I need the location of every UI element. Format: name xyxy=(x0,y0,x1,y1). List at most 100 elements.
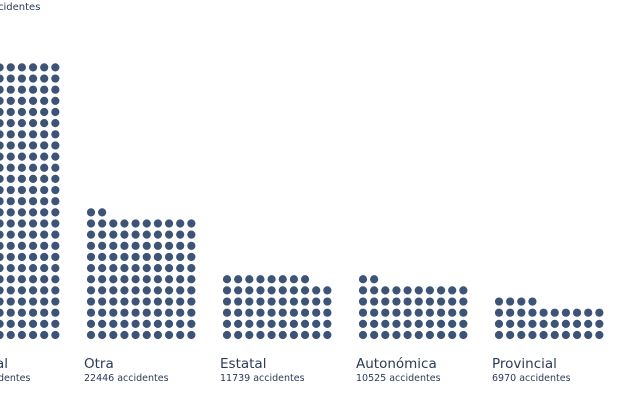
waffle-dot xyxy=(17,297,26,306)
waffle-dot xyxy=(392,308,401,317)
waffle-dot xyxy=(28,141,38,150)
waffle-dot xyxy=(267,330,276,340)
waffle-dot xyxy=(0,264,4,273)
waffle-dot xyxy=(0,241,4,250)
waffle-dot xyxy=(28,219,38,228)
waffle-dot xyxy=(51,85,60,94)
waffle-dot xyxy=(86,308,96,317)
waffle-dot xyxy=(0,330,4,340)
waffle-dot xyxy=(358,286,368,295)
waffle-dot xyxy=(278,286,287,295)
waffle-dot xyxy=(28,286,38,295)
waffle-dot xyxy=(312,286,321,295)
waffle-dot xyxy=(6,163,15,172)
waffle-dot xyxy=(51,308,60,317)
waffle-dot xyxy=(98,275,107,284)
waffle-dot xyxy=(234,286,243,295)
waffle-dot xyxy=(17,130,26,139)
waffle-dot xyxy=(370,319,379,328)
waffle-dot xyxy=(40,275,49,284)
waffle-dot xyxy=(28,230,38,239)
waffle-dot xyxy=(6,96,15,105)
waffle-dot xyxy=(245,330,254,340)
waffle-dot xyxy=(528,308,537,317)
waffle-dot xyxy=(17,174,26,183)
waffle-dot xyxy=(425,330,434,340)
waffle-dot xyxy=(40,241,49,250)
waffle-dot xyxy=(98,264,107,273)
waffle-dot xyxy=(0,185,4,195)
waffle-dot xyxy=(176,230,185,239)
waffle-dot xyxy=(0,297,4,306)
waffle-dot xyxy=(289,275,298,284)
waffle-dot xyxy=(459,330,468,340)
waffle-dot xyxy=(517,319,526,328)
waffle-dot xyxy=(120,275,129,284)
waffle-dot xyxy=(109,219,118,228)
waffle-dot xyxy=(40,74,49,83)
waffle-dot xyxy=(459,319,468,328)
waffle-dot xyxy=(584,308,593,317)
waffle-dot xyxy=(278,275,287,284)
waffle-dot xyxy=(176,308,185,317)
waffle-dot xyxy=(222,297,232,306)
waffle-dot xyxy=(381,330,390,340)
waffle-dot xyxy=(120,230,129,239)
waffle-dot xyxy=(142,230,151,239)
waffle-dot xyxy=(28,163,38,172)
waffle-dot xyxy=(256,308,265,317)
waffle-dot xyxy=(6,230,15,239)
waffle-dot xyxy=(51,107,60,117)
waffle-dot xyxy=(517,297,526,306)
waffle-dot xyxy=(517,308,526,317)
category-label: Otra xyxy=(84,356,114,372)
waffle-dot xyxy=(381,297,390,306)
waffle-dot xyxy=(300,286,310,295)
waffle-dot xyxy=(528,297,537,306)
waffle-dot xyxy=(40,185,49,195)
waffle-dot xyxy=(0,219,4,228)
waffle-dot xyxy=(131,252,140,262)
waffle-dot xyxy=(176,219,185,228)
waffle-dot xyxy=(0,63,4,72)
waffle-dot xyxy=(6,286,15,295)
waffle-dot xyxy=(6,297,15,306)
waffle-dot xyxy=(17,308,26,317)
waffle-dot xyxy=(28,308,38,317)
waffle-dot xyxy=(256,319,265,328)
waffle-dot xyxy=(436,297,446,306)
waffle-dot xyxy=(142,252,151,262)
waffle-dot xyxy=(323,297,332,306)
waffle-dot xyxy=(494,330,504,340)
waffle-dot xyxy=(6,208,15,217)
waffle-dot xyxy=(142,330,151,340)
waffle-dot xyxy=(17,219,26,228)
waffle-dot xyxy=(40,163,49,172)
waffle-dot xyxy=(370,297,379,306)
waffle-dot xyxy=(28,107,38,117)
waffle-dot xyxy=(245,319,254,328)
waffle-dot xyxy=(51,163,60,172)
waffle-dot xyxy=(28,252,38,262)
waffle-dot xyxy=(245,297,254,306)
waffle-dot xyxy=(28,63,38,72)
waffle-dot xyxy=(6,275,15,284)
waffle-dot xyxy=(6,74,15,83)
waffle-dot xyxy=(550,308,559,317)
waffle-dot xyxy=(109,252,118,262)
waffle-dot xyxy=(572,330,582,340)
waffle-dot xyxy=(425,297,434,306)
waffle-dot xyxy=(300,297,310,306)
waffle-dot xyxy=(370,286,379,295)
category-label: al xyxy=(0,356,8,372)
waffle-dot xyxy=(51,252,60,262)
waffle-dot xyxy=(6,241,15,250)
waffle-dot xyxy=(436,286,446,295)
waffle-dot xyxy=(131,230,140,239)
waffle-dot xyxy=(572,308,582,317)
waffle-dot xyxy=(40,85,49,94)
waffle-dot xyxy=(131,286,140,295)
waffle-dot xyxy=(528,330,537,340)
waffle-dot xyxy=(403,319,412,328)
